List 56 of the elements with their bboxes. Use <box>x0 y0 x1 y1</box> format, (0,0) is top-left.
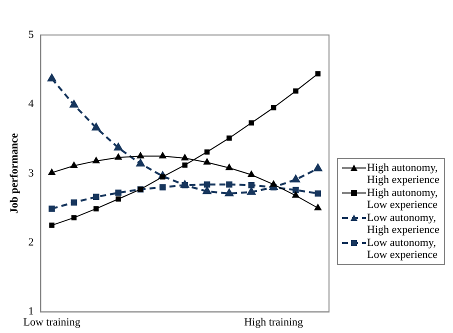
legend-label: High autonomy, High experience <box>367 162 440 186</box>
point <box>49 222 54 228</box>
x-tick-label: High training <box>244 316 304 328</box>
point <box>114 153 122 160</box>
point <box>204 149 210 155</box>
y-tick-label: 5 <box>28 28 34 41</box>
point <box>160 184 166 190</box>
point <box>225 188 234 196</box>
point <box>202 186 212 194</box>
point <box>70 199 78 206</box>
point <box>48 206 55 212</box>
y-tick-label: 1 <box>28 306 34 318</box>
point <box>71 215 77 220</box>
point <box>93 194 100 200</box>
point <box>70 100 78 108</box>
y-tick-label: 3 <box>28 167 34 180</box>
x-tick-label: Low training <box>23 316 81 328</box>
point <box>315 71 321 76</box>
point <box>116 196 121 202</box>
y-axis-title: Job performance <box>8 133 20 214</box>
point <box>247 188 256 195</box>
point <box>48 168 56 175</box>
point <box>70 162 78 168</box>
point <box>181 154 188 160</box>
y-tick-label: 2 <box>28 236 34 248</box>
point <box>48 74 56 82</box>
point <box>270 105 276 110</box>
point <box>248 170 255 178</box>
point <box>226 135 232 141</box>
point <box>314 164 322 172</box>
point <box>136 152 144 158</box>
point <box>159 152 166 158</box>
legend-label: Low autonomy, Low experience <box>367 237 439 261</box>
point <box>182 162 188 168</box>
point <box>204 181 210 188</box>
point <box>226 164 233 170</box>
point <box>248 120 254 126</box>
point <box>292 186 299 194</box>
point <box>94 206 99 212</box>
point <box>270 180 278 187</box>
point <box>292 175 300 182</box>
point <box>115 190 122 196</box>
point <box>92 123 100 130</box>
y-tick-label: 4 <box>28 98 34 110</box>
point <box>136 159 145 166</box>
point <box>114 143 122 151</box>
point <box>314 204 322 210</box>
point <box>248 182 254 188</box>
point <box>226 181 232 188</box>
point <box>203 158 211 165</box>
legend-label: Low autonomy, High experience <box>367 212 440 236</box>
point <box>92 156 100 164</box>
point <box>314 190 322 197</box>
point <box>293 88 298 94</box>
point <box>292 192 300 198</box>
legend-label: High autonomy, Low experience <box>367 187 439 211</box>
